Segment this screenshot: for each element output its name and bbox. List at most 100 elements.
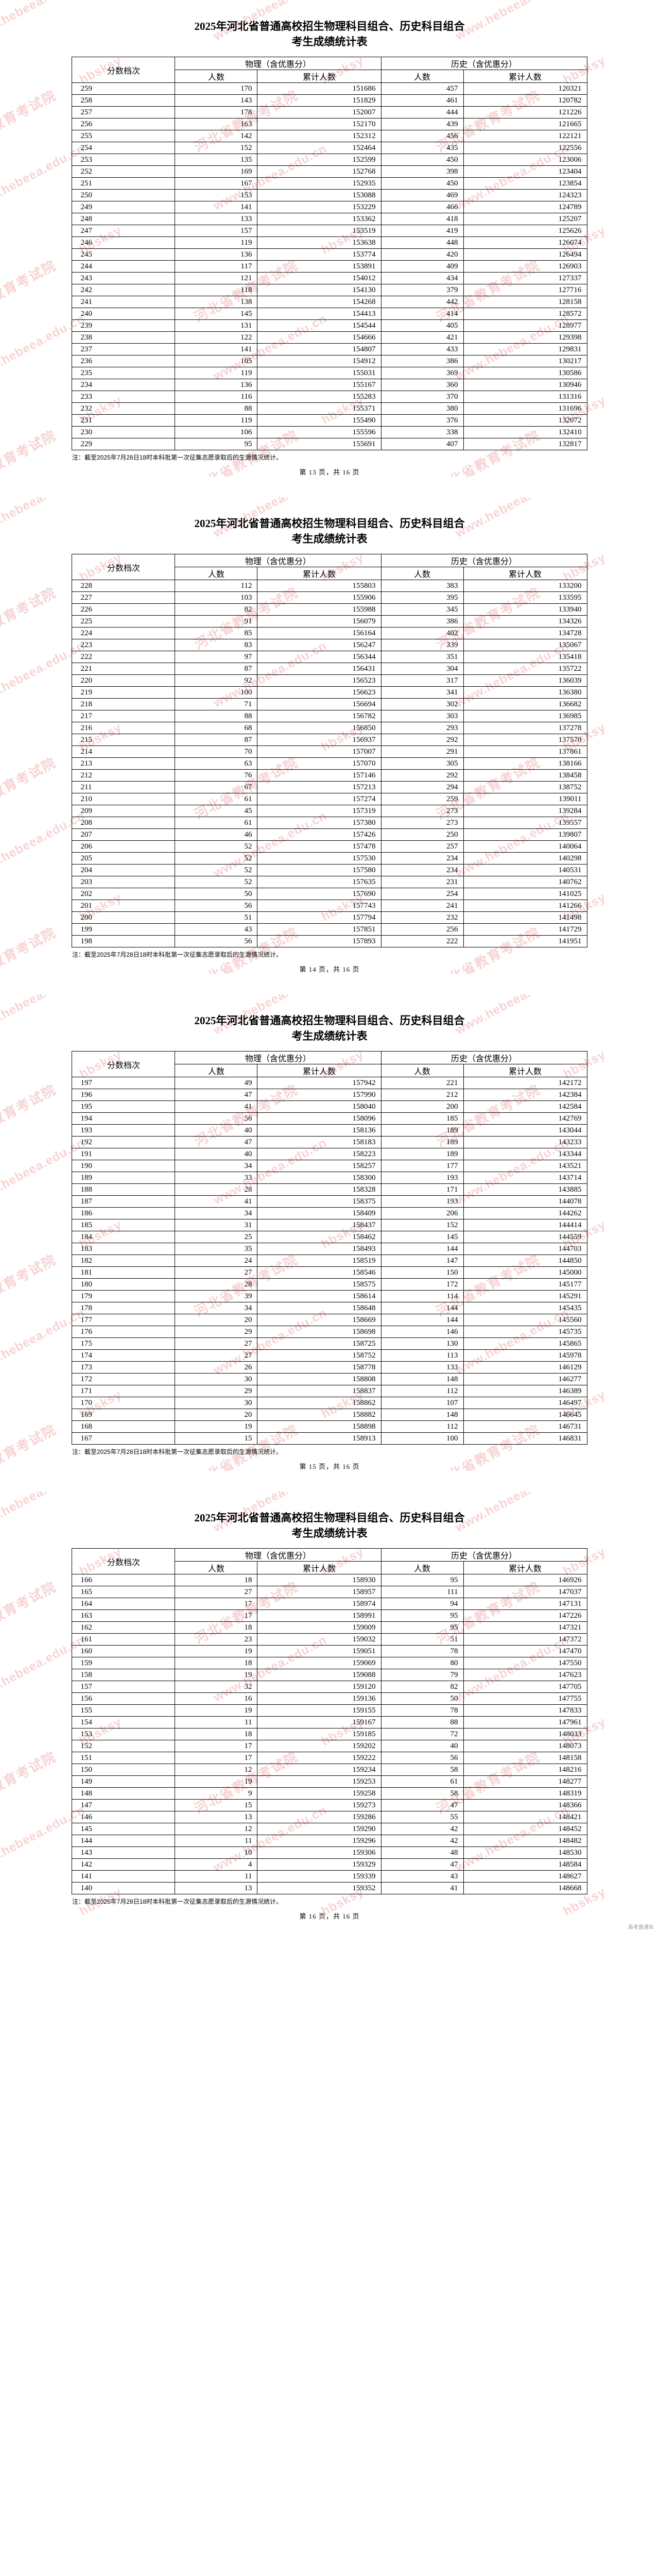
table-row: 193 40 158136 189 143044 (72, 1124, 587, 1137)
table-row: 152 17 159202 40 148073 (72, 1740, 587, 1752)
table-row: 214 70 157007 291 137861 (72, 745, 587, 758)
table-row: 247 157 153519 419 125626 (72, 225, 587, 237)
cell-physics-count: 49 (175, 1077, 258, 1089)
cell-history-cumulative: 131316 (463, 391, 587, 403)
cell-physics-cumulative: 155490 (257, 414, 381, 427)
cell-physics-cumulative: 159352 (257, 1882, 381, 1894)
table-row: 143 10 159306 48 148530 (72, 1846, 587, 1859)
column-header-history-cumulative: 累计人数 (463, 1064, 587, 1077)
cell-physics-cumulative: 159051 (257, 1645, 381, 1657)
cell-history-count: 448 (380, 236, 464, 249)
cell-physics-count: 47 (175, 1136, 258, 1148)
cell-history-cumulative: 121226 (463, 106, 587, 118)
cell-history-count: 386 (380, 615, 464, 628)
cell-history-count: 171 (380, 1183, 464, 1196)
table-row: 145 12 159290 42 148452 (72, 1823, 587, 1835)
cell-score-level: 195 (72, 1100, 176, 1113)
cell-history-count: 241 (380, 900, 464, 912)
column-header-score-level: 分数档次 (72, 1051, 176, 1077)
cell-physics-count: 157 (175, 225, 258, 237)
cell-physics-count: 46 (175, 828, 258, 841)
cell-physics-cumulative: 159136 (257, 1692, 381, 1705)
cell-history-count: 61 (380, 1775, 464, 1788)
cell-history-count: 193 (380, 1172, 464, 1184)
table-row: 188 28 158328 171 143885 (72, 1183, 587, 1196)
cell-physics-count: 41 (175, 1100, 258, 1113)
cell-physics-count: 9 (175, 1787, 258, 1800)
cell-history-cumulative: 143044 (463, 1124, 587, 1137)
cell-history-count: 95 (380, 1609, 464, 1622)
cell-score-level: 223 (72, 639, 176, 651)
table-row: 179 39 158614 114 145291 (72, 1290, 587, 1302)
cell-physics-cumulative: 159290 (257, 1823, 381, 1835)
cell-history-cumulative: 138166 (463, 757, 587, 770)
table-row: 239 131 154544 405 128977 (72, 319, 587, 332)
column-header-physics-cumulative: 累计人数 (257, 70, 381, 83)
cell-score-level: 234 (72, 379, 176, 391)
column-header-history-count: 人数 (380, 1561, 464, 1574)
cell-history-count: 222 (380, 935, 464, 947)
cell-physics-cumulative: 157530 (257, 852, 381, 865)
page-title: 2025年河北省普通高校招生物理科目组合、历史科目组合 考生成绩统计表 (0, 1510, 659, 1541)
page-content: 2025年河北省普通高校招生物理科目组合、历史科目组合 考生成绩统计表 分数档次 物理… (0, 1510, 659, 1921)
cell-physics-cumulative: 158223 (257, 1148, 381, 1160)
table-row: 144 11 159296 42 148482 (72, 1835, 587, 1847)
cell-physics-cumulative: 153891 (257, 260, 381, 273)
column-header-physics-count: 人数 (175, 1561, 258, 1574)
cell-physics-count: 27 (175, 1337, 258, 1350)
cell-score-level: 232 (72, 402, 176, 415)
cell-history-cumulative: 133200 (463, 580, 587, 592)
column-header-physics-cumulative: 累计人数 (257, 1064, 381, 1077)
cell-history-count: 456 (380, 130, 464, 142)
cell-score-level: 152 (72, 1740, 176, 1752)
cell-physics-cumulative: 151686 (257, 82, 381, 95)
cell-score-level: 192 (72, 1136, 176, 1148)
cell-history-cumulative: 146129 (463, 1361, 587, 1374)
cell-physics-count: 40 (175, 1124, 258, 1137)
cell-score-level: 210 (72, 793, 176, 805)
cell-history-count: 407 (380, 438, 464, 450)
cell-history-cumulative: 146277 (463, 1373, 587, 1385)
cell-history-count: 112 (380, 1420, 464, 1433)
cell-physics-cumulative: 159253 (257, 1775, 381, 1788)
cell-physics-cumulative: 158698 (257, 1326, 381, 1338)
cell-physics-count: 11 (175, 1835, 258, 1847)
cell-history-cumulative: 137278 (463, 722, 587, 734)
cell-score-level: 218 (72, 698, 176, 710)
table-row: 187 41 158375 193 144078 (72, 1195, 587, 1208)
cell-history-count: 50 (380, 1692, 464, 1705)
report-page: 河北省教育考试院www.hebeea.edu.cnhbsksy河北省教育考试院w… (0, 1492, 659, 1921)
cell-history-cumulative: 147226 (463, 1609, 587, 1622)
cell-history-count: 95 (380, 1574, 464, 1586)
cell-physics-count: 52 (175, 876, 258, 888)
cell-history-cumulative: 148482 (463, 1835, 587, 1847)
cell-physics-count: 26 (175, 1361, 258, 1374)
cell-history-cumulative: 137570 (463, 734, 587, 746)
cell-history-cumulative: 130217 (463, 355, 587, 367)
cell-history-cumulative: 141266 (463, 900, 587, 912)
cell-score-level: 226 (72, 603, 176, 616)
table-row: 203 52 157635 231 140762 (72, 876, 587, 888)
cell-physics-count: 105 (175, 355, 258, 367)
score-statistics-document: 河北省教育考试院www.hebeea.edu.cnhbsksy河北省教育考试院w… (0, 0, 659, 1930)
cell-history-count: 41 (380, 1882, 464, 1894)
cell-history-cumulative: 145291 (463, 1290, 587, 1302)
cell-score-level: 174 (72, 1349, 176, 1362)
cell-physics-cumulative: 158725 (257, 1337, 381, 1350)
cell-history-count: 439 (380, 118, 464, 130)
table-row: 216 68 156850 293 137278 (72, 722, 587, 734)
cell-history-count: 317 (380, 674, 464, 687)
cell-score-level: 231 (72, 414, 176, 427)
cell-history-count: 466 (380, 201, 464, 213)
cell-score-level: 213 (72, 757, 176, 770)
cell-history-count: 206 (380, 1207, 464, 1219)
cell-physics-count: 15 (175, 1799, 258, 1811)
cell-history-count: 380 (380, 402, 464, 415)
table-row: 185 31 158437 152 144414 (72, 1219, 587, 1231)
table-header-row-sub: 人数 累计人数 人数 累计人数 (72, 1064, 587, 1077)
table-row: 196 47 157990 212 142384 (72, 1089, 587, 1101)
table-row: 174 27 158752 113 145978 (72, 1349, 587, 1362)
cell-physics-count: 119 (175, 367, 258, 379)
cell-history-count: 461 (380, 94, 464, 107)
table-row: 142 4 159329 47 148584 (72, 1858, 587, 1871)
